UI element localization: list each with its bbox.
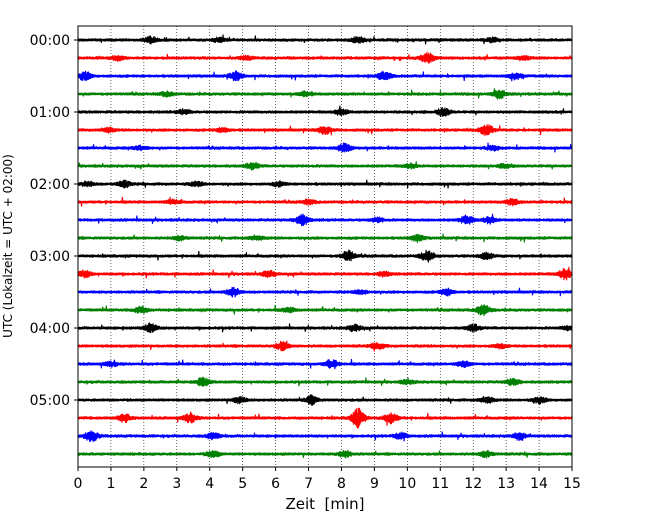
trace-05:30 xyxy=(77,430,573,443)
x-tick-label: 12 xyxy=(464,476,482,492)
trace-line xyxy=(77,286,573,298)
trace-02:15 xyxy=(77,196,573,207)
x-tick-label: 11 xyxy=(431,476,449,492)
trace-line xyxy=(77,430,573,443)
trace-line xyxy=(77,376,573,387)
x-tick-label: 13 xyxy=(497,476,515,492)
y-tick-label: 02:00 xyxy=(30,177,70,193)
trace-05:15 xyxy=(77,407,573,429)
trace-line xyxy=(77,179,573,189)
x-axis-label: Zeit [min] xyxy=(285,495,364,513)
x-tick-label: 15 xyxy=(563,476,581,492)
trace-03:15 xyxy=(77,266,573,281)
trace-line xyxy=(77,142,573,153)
trace-01:45 xyxy=(77,161,573,171)
trace-05:45 xyxy=(77,449,573,459)
y-axis-ticks: 00:00 01:00 02:00 03:00 04:00 05:00 xyxy=(30,33,78,409)
x-tick-label: 9 xyxy=(370,476,379,492)
trace-04:30 xyxy=(77,358,573,370)
x-tick-label: 4 xyxy=(205,476,214,492)
trace-01:15 xyxy=(77,124,573,137)
trace-line xyxy=(77,449,573,459)
y-tick-label: 03:00 xyxy=(30,249,70,265)
trace-line xyxy=(77,407,573,429)
x-tick-label: 6 xyxy=(271,476,280,492)
trace-03:00 xyxy=(77,249,573,263)
trace-03:30 xyxy=(77,286,573,298)
seismogram-traces xyxy=(77,34,573,459)
trace-04:45 xyxy=(77,376,573,387)
y-tick-label: 04:00 xyxy=(30,321,70,337)
trace-line xyxy=(77,249,573,263)
trace-line xyxy=(77,213,573,227)
y-tick-label: 00:00 xyxy=(30,33,70,49)
trace-line xyxy=(77,161,573,171)
trace-line xyxy=(77,394,573,406)
x-tick-label: 7 xyxy=(304,476,313,492)
trace-00:15 xyxy=(77,51,573,64)
plot-frame xyxy=(77,25,573,468)
trace-line xyxy=(77,322,573,334)
x-tick-label: 14 xyxy=(530,476,548,492)
trace-line xyxy=(77,266,573,281)
trace-line xyxy=(77,105,573,117)
trace-01:30 xyxy=(77,142,573,153)
trace-line xyxy=(77,304,573,317)
trace-02:00 xyxy=(77,179,573,189)
trace-04:00 xyxy=(77,322,573,334)
trace-line xyxy=(77,70,573,82)
x-tick-label: 5 xyxy=(238,476,247,492)
trace-03:45 xyxy=(77,304,573,317)
trace-02:30 xyxy=(77,213,573,227)
trace-01:00 xyxy=(77,105,573,117)
trace-05:00 xyxy=(77,394,573,406)
trace-line xyxy=(77,51,573,64)
trace-00:30 xyxy=(77,70,573,82)
y-axis-label: UTC (Lokalzeit = UTC + 02:00) xyxy=(1,154,15,338)
trace-line xyxy=(77,233,573,244)
x-tick-label: 2 xyxy=(139,476,148,492)
y-tick-label: 01:00 xyxy=(30,105,70,121)
trace-02:45 xyxy=(77,233,573,244)
x-tick-label: 8 xyxy=(337,476,346,492)
x-tick-label: 10 xyxy=(398,476,416,492)
y-tick-label: 05:00 xyxy=(30,393,70,409)
x-axis-ticks: 0 1 2 3 4 5 6 7 8 9 10 11 12 13 14 15 xyxy=(74,467,581,492)
trace-line xyxy=(77,340,573,352)
trace-00:00 xyxy=(77,34,573,45)
trace-00:45 xyxy=(77,88,573,100)
trace-04:15 xyxy=(77,340,573,352)
x-tick-label: 0 xyxy=(74,476,83,492)
x-tick-label: 3 xyxy=(172,476,181,492)
x-tick-label: 1 xyxy=(106,476,115,492)
trace-line xyxy=(77,88,573,100)
trace-line xyxy=(77,34,573,45)
trace-line xyxy=(77,358,573,370)
trace-line xyxy=(77,196,573,207)
trace-line xyxy=(77,124,573,137)
